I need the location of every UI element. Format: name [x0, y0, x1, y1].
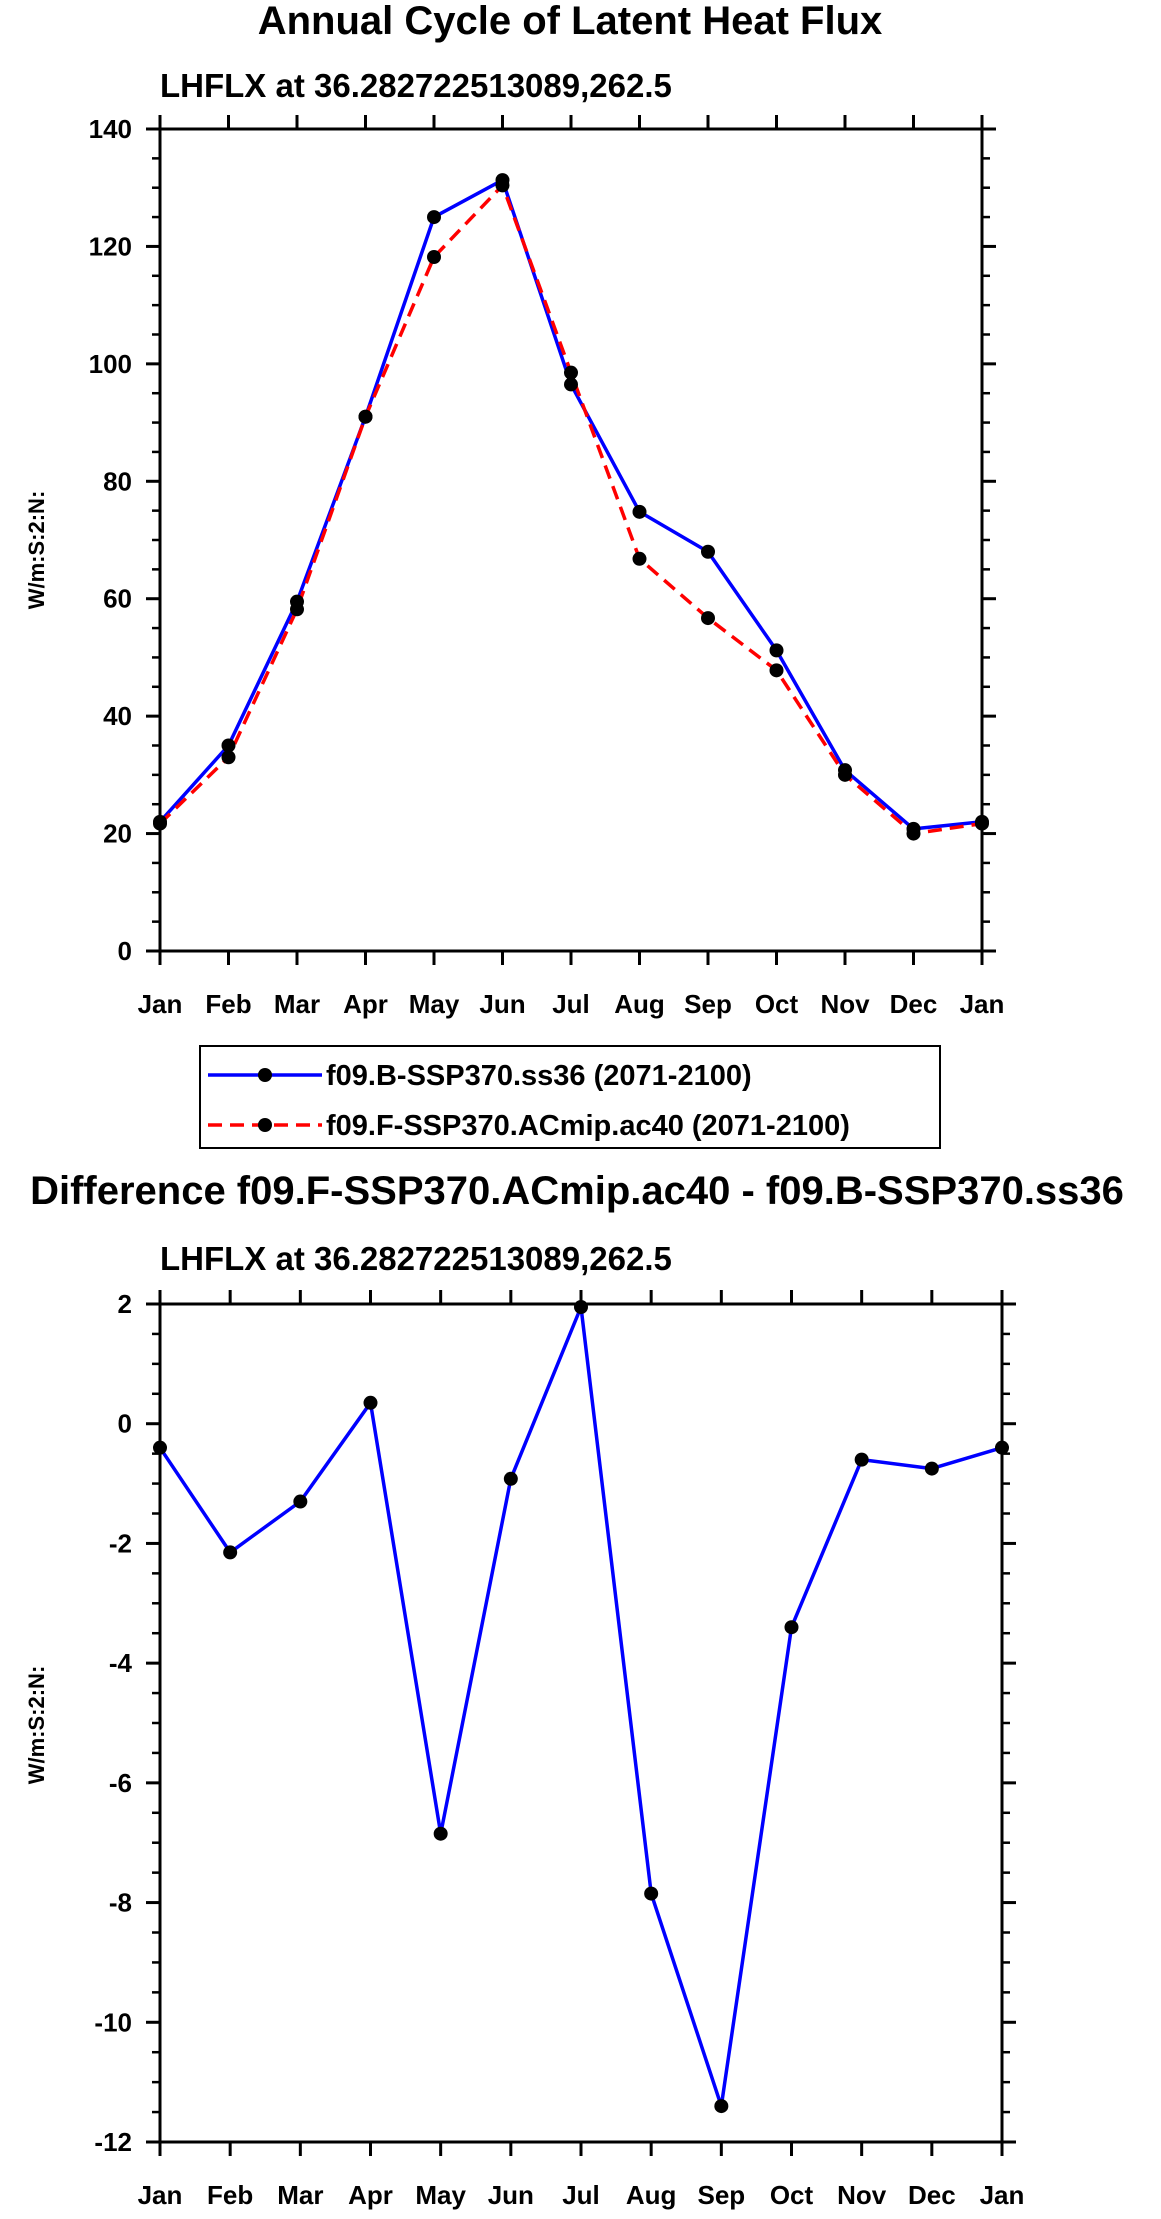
chart2-x-tick-label: Aug	[626, 2180, 677, 2210]
chart2-x-tick-label: Oct	[770, 2180, 814, 2210]
chart1-y-tick-labels: 0 20 40 60 80 100 120 140	[89, 114, 132, 966]
chart1-subtitle: LHFLX at 36.282722513089,262.5	[160, 67, 672, 104]
chart1-y-tick-label: 0	[118, 936, 132, 966]
legend-marker-series-1	[258, 1068, 272, 1082]
chart2-y-tick-label: -2	[109, 1528, 132, 1558]
chart1-ticks	[146, 115, 996, 965]
chart2-series	[153, 1299, 1009, 2114]
chart1-series-line-1	[158, 178, 983, 831]
chart2-y-tick-label: -10	[94, 2007, 132, 2037]
chart1-x-tick-label: Dec	[890, 989, 938, 1019]
chart2-x-tick-label: Feb	[207, 2180, 253, 2210]
legend-label-series-2: f09.F-SSP370.ACmip.ac40 (2071-2100)	[326, 1110, 850, 1142]
chart2-x-tick-label: Jan	[980, 2180, 1025, 2210]
chart1-x-tick-label: Nov	[820, 989, 870, 1019]
chart2-series-1-point	[784, 1620, 799, 1635]
chart1-series-1-point	[564, 377, 578, 392]
chart2-series-1-point	[293, 1494, 308, 1509]
chart1-x-tick-labels: Jan Feb Mar Apr May Jun Jul Aug Sep Oct Nov Dec Jan	[138, 989, 1005, 1019]
chart2-x-tick-label: Apr	[348, 2180, 393, 2210]
chart1-series-2-point	[769, 663, 784, 678]
legend-marker-series-2	[258, 1118, 272, 1132]
chart2-series-1-point	[433, 1826, 448, 1841]
chart2-series-1-point	[924, 1461, 939, 1476]
chart1-x-tick-label: Apr	[343, 989, 388, 1019]
chart2-y-tick-label: -8	[109, 1888, 132, 1918]
chart2-x-tick-label: Nov	[837, 2180, 887, 2210]
chart1-y-tick-label: 60	[103, 584, 132, 614]
chart1-x-tick-label: Aug	[614, 989, 665, 1019]
chart1-series-2-point	[221, 750, 236, 765]
chart1-x-tick-label: Sep	[684, 989, 732, 1019]
chart2-plot-frame	[158, 1302, 1004, 2144]
chart2-ylabel: W/m:S:2:N:	[24, 1666, 49, 1785]
chart1-series-2-point	[427, 249, 441, 264]
chart1-x-tick-label: May	[409, 989, 460, 1019]
chart1-x-tick-label: Mar	[274, 989, 320, 1019]
chart1-series-1-point	[427, 210, 441, 225]
chart2-y-tick-label: -6	[109, 1768, 132, 1798]
chart2-title: Difference f09.F-SSP370.ACmip.ac40 - f09…	[30, 1169, 1124, 1213]
chart1-series-2-point	[701, 611, 715, 626]
chart1-x-tick-label: Jan	[960, 989, 1005, 1019]
chart2-y-tick-label: -12	[94, 2127, 132, 2157]
chart2-series-1-point	[503, 1471, 518, 1486]
chart1-y-tick-label: 100	[89, 349, 132, 379]
chart1-plot-frame	[158, 127, 984, 953]
chart1-y-tick-label: 120	[89, 231, 132, 261]
chart1-x-tick-label: Jul	[552, 989, 590, 1019]
chart1-y-tick-label: 80	[103, 466, 132, 496]
chart1-x-tick-label: Feb	[205, 989, 251, 1019]
chart2-series-1-point	[854, 1452, 869, 1467]
chart1-y-tick-label: 20	[103, 819, 132, 849]
chart1-series-2-point	[906, 826, 921, 841]
chart2-series-line-1	[158, 1305, 1003, 2108]
chart2-series-1-point	[363, 1395, 378, 1410]
chart2-x-tick-label: Sep	[697, 2180, 745, 2210]
chart2-x-tick-label: Dec	[908, 2180, 956, 2210]
chart1-x-tick-label: Oct	[755, 989, 799, 1019]
chart1-y-tick-label: 40	[103, 701, 132, 731]
chart2-series-1-point	[574, 1299, 588, 1314]
chart1-ylabel: W/m:S:2:N:	[24, 491, 49, 610]
chart2-subtitle: LHFLX at 36.282722513089,262.5	[160, 1240, 672, 1277]
chart2-y-tick-label: 2	[118, 1289, 132, 1319]
chart2-x-tick-labels: Jan Feb Mar Apr May Jun Jul Aug Sep Oct Nov Dec Jan	[138, 2180, 1025, 2210]
chart1-series-2-point	[358, 409, 373, 424]
chart1-legend: f09.B-SSP370.ss36 (2071-2100) f09.F-SSP3…	[199, 1045, 941, 1149]
chart2-x-tick-label: Jun	[488, 2180, 534, 2210]
chart1-x-tick-label: Jan	[138, 989, 183, 1019]
chart2-series-1-point	[223, 1545, 238, 1560]
chart1-series-2-point	[495, 178, 510, 193]
chart2-series-1-point	[714, 2099, 729, 2114]
chart1-series-1-point	[632, 504, 647, 519]
chart2-series-1-point	[644, 1886, 659, 1901]
chart1-series	[153, 173, 989, 841]
legend-label-series-1: f09.B-SSP370.ss36 (2071-2100)	[326, 1060, 752, 1092]
chart2-x-tick-label: Jul	[562, 2180, 600, 2210]
chart1-x-tick-label: Jun	[479, 989, 525, 1019]
chart1-series-2-point	[564, 365, 578, 380]
chart1-series-line-2	[158, 183, 983, 836]
chart1-series-2-point	[838, 767, 852, 782]
chart1-series-1-point	[701, 544, 715, 559]
chart2-x-tick-label: May	[415, 2180, 466, 2210]
chart1-series-2-point	[290, 602, 304, 617]
chart1-series-1-point	[769, 643, 784, 658]
chart2-ticks	[146, 1290, 1016, 2156]
chart2-y-tick-label: 0	[118, 1409, 132, 1439]
chart2-x-tick-label: Mar	[277, 2180, 323, 2210]
chart1-series-2-point	[632, 551, 647, 566]
chart1-series-1-point	[221, 738, 236, 753]
chart1-y-tick-label: 140	[89, 114, 132, 144]
chart2-y-tick-label: -4	[109, 1648, 133, 1678]
chart2-x-tick-label: Jan	[138, 2180, 183, 2210]
legend-box	[199, 1045, 941, 1149]
chart2-y-tick-labels: -12 -10 -8 -6 -4 -2 0 2	[94, 1289, 132, 2157]
chart1-title: Annual Cycle of Latent Heat Flux	[258, 0, 883, 43]
